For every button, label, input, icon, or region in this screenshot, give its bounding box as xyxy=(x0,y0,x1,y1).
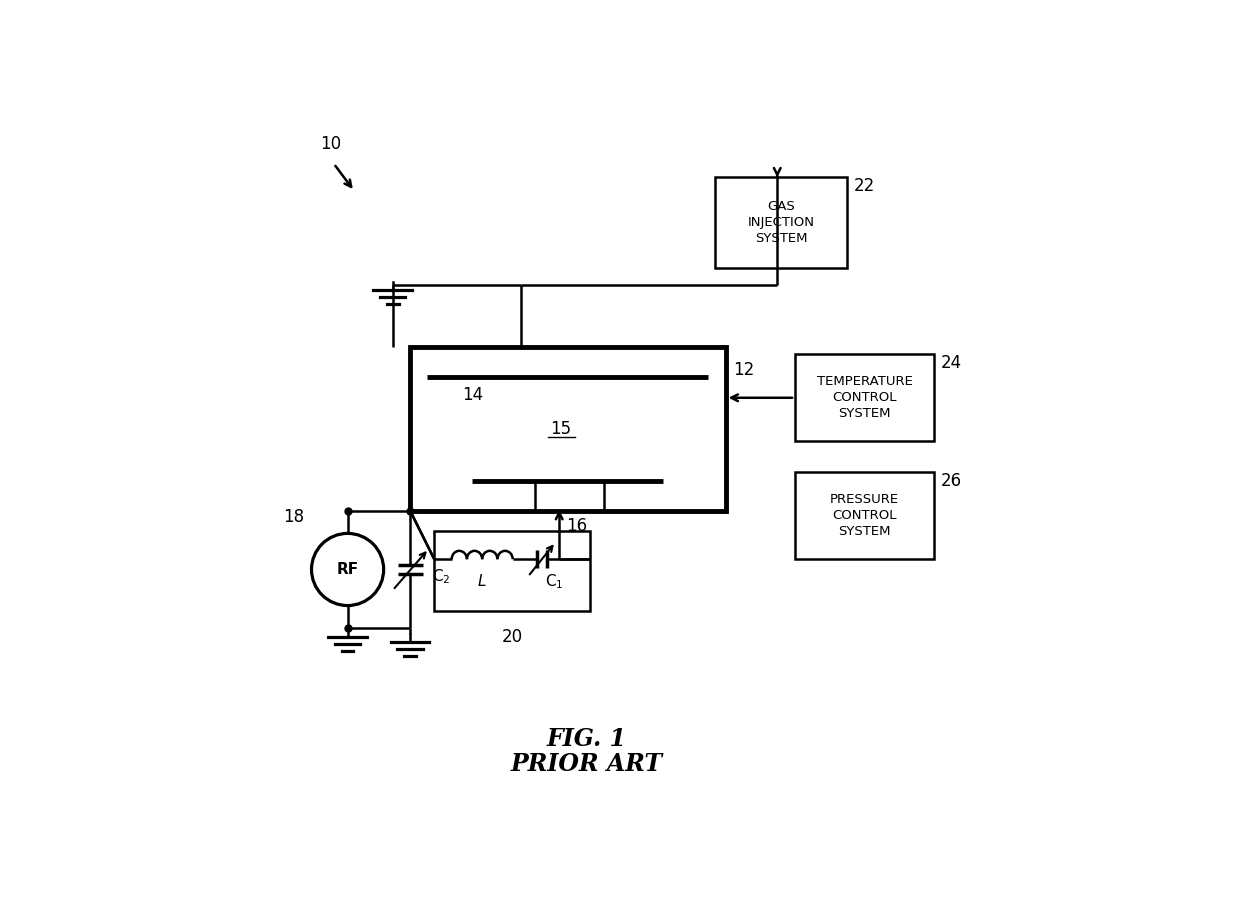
Text: 26: 26 xyxy=(941,472,962,490)
Text: TEMPERATURE
CONTROL
SYSTEM: TEMPERATURE CONTROL SYSTEM xyxy=(816,376,913,420)
Text: 22: 22 xyxy=(854,177,875,196)
Text: PRIOR ART: PRIOR ART xyxy=(511,751,663,776)
Text: 16: 16 xyxy=(567,517,588,535)
Text: L: L xyxy=(477,574,486,589)
Text: 15: 15 xyxy=(551,420,572,438)
Text: RF: RF xyxy=(336,562,358,577)
Text: C$_1$: C$_1$ xyxy=(546,572,564,591)
Text: 20: 20 xyxy=(502,629,523,646)
Text: 24: 24 xyxy=(941,354,962,372)
Text: PRESSURE
CONTROL
SYSTEM: PRESSURE CONTROL SYSTEM xyxy=(830,493,899,538)
Text: 14: 14 xyxy=(463,386,484,404)
Text: 18: 18 xyxy=(284,508,305,526)
Text: 12: 12 xyxy=(733,361,754,379)
Text: C$_2$: C$_2$ xyxy=(433,567,450,586)
Bar xyxy=(795,472,934,559)
Bar xyxy=(434,532,590,611)
Bar xyxy=(715,177,847,268)
Text: 10: 10 xyxy=(320,135,341,153)
Text: FIG. 1: FIG. 1 xyxy=(547,727,627,751)
Text: GAS
INJECTION
SYSTEM: GAS INJECTION SYSTEM xyxy=(748,200,815,245)
Bar xyxy=(795,354,934,441)
Bar xyxy=(410,348,725,511)
